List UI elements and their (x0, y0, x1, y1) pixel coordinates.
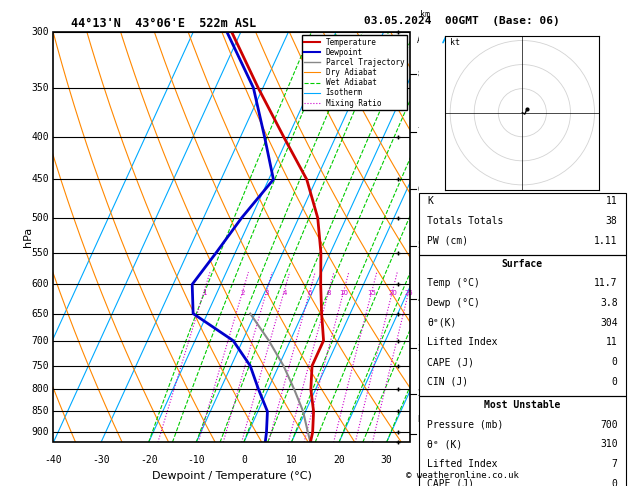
Text: -30: -30 (92, 454, 110, 465)
Text: 450: 450 (31, 174, 49, 185)
Text: 750: 750 (31, 361, 49, 371)
Text: 8: 8 (326, 291, 331, 296)
Text: 550: 550 (31, 248, 49, 258)
Text: Lifted Index: Lifted Index (427, 459, 498, 469)
Text: 8: 8 (418, 69, 423, 79)
Text: 5: 5 (418, 242, 423, 250)
Text: 304: 304 (600, 318, 618, 328)
Text: 7: 7 (418, 127, 423, 137)
Text: 20: 20 (388, 291, 397, 296)
Text: 310: 310 (600, 439, 618, 449)
Text: Surface: Surface (502, 259, 543, 269)
Legend: Temperature, Dewpoint, Parcel Trajectory, Dry Adiabat, Wet Adiabat, Isotherm, Mi: Temperature, Dewpoint, Parcel Trajectory… (302, 35, 406, 110)
Text: Pressure (mb): Pressure (mb) (427, 419, 503, 430)
Text: 10: 10 (340, 291, 348, 296)
Text: θᵉ (K): θᵉ (K) (427, 439, 462, 449)
Text: Totals Totals: Totals Totals (427, 216, 503, 226)
Text: 44°13'N  43°06'E  522m ASL: 44°13'N 43°06'E 522m ASL (71, 17, 256, 30)
Text: CAPE (J): CAPE (J) (427, 357, 474, 367)
Text: K: K (427, 196, 433, 206)
Bar (419, 255, 626, 396)
Text: 800: 800 (31, 384, 49, 394)
Text: 38: 38 (606, 216, 618, 226)
Text: -10: -10 (187, 454, 205, 465)
Text: 30: 30 (381, 454, 392, 465)
Bar (53, 32, 410, 442)
Text: hPa: hPa (23, 227, 33, 247)
Text: 900: 900 (31, 427, 49, 437)
Text: 25: 25 (404, 291, 413, 296)
Text: 400: 400 (31, 132, 49, 141)
Text: Most Unstable: Most Unstable (484, 400, 560, 410)
Text: 300: 300 (31, 27, 49, 36)
Text: 3: 3 (265, 291, 269, 296)
Text: 6: 6 (308, 291, 313, 296)
Text: Dewp (°C): Dewp (°C) (427, 298, 480, 308)
Bar (419, 396, 626, 486)
Text: 0: 0 (611, 357, 618, 367)
Text: 1.11: 1.11 (594, 236, 618, 245)
Text: 650: 650 (31, 309, 49, 319)
Text: Dewpoint / Temperature (°C): Dewpoint / Temperature (°C) (152, 471, 312, 481)
Text: 0: 0 (611, 479, 618, 486)
Text: 600: 600 (31, 279, 49, 289)
Text: Lifted Index: Lifted Index (427, 337, 498, 347)
Text: 15: 15 (367, 291, 377, 296)
Text: 3: 3 (418, 344, 423, 353)
Text: 1: 1 (418, 430, 423, 439)
Text: 11: 11 (606, 337, 618, 347)
Text: 7: 7 (611, 459, 618, 469)
Text: 1: 1 (202, 291, 206, 296)
Text: -20: -20 (140, 454, 157, 465)
Text: 4: 4 (282, 291, 287, 296)
Text: 6: 6 (418, 185, 423, 193)
Text: Temp (°C): Temp (°C) (427, 278, 480, 288)
Text: 3.8: 3.8 (600, 298, 618, 308)
Text: -40: -40 (45, 454, 62, 465)
Text: 700: 700 (600, 419, 618, 430)
Text: 2: 2 (241, 291, 245, 296)
Text: 10: 10 (286, 454, 298, 465)
Text: 2: 2 (418, 389, 423, 399)
Text: CIN (J): CIN (J) (427, 377, 468, 387)
Text: 850: 850 (31, 406, 49, 417)
Text: 03.05.2024  00GMT  (Base: 06): 03.05.2024 00GMT (Base: 06) (364, 16, 560, 26)
Text: 700: 700 (31, 336, 49, 346)
Text: km: km (420, 10, 430, 19)
Text: 0: 0 (241, 454, 247, 465)
Text: 0: 0 (611, 377, 618, 387)
Text: LCL: LCL (418, 416, 431, 424)
Text: 11.7: 11.7 (594, 278, 618, 288)
Text: 20: 20 (333, 454, 345, 465)
Text: 4: 4 (418, 295, 423, 304)
Bar (419, 192, 626, 255)
Text: © weatheronline.co.uk: © weatheronline.co.uk (406, 471, 519, 480)
Text: 500: 500 (31, 213, 49, 223)
Text: ASL: ASL (417, 35, 432, 45)
Text: 350: 350 (31, 83, 49, 93)
Text: PW (cm): PW (cm) (427, 236, 468, 245)
Text: CAPE (J): CAPE (J) (427, 479, 474, 486)
Text: 11: 11 (606, 196, 618, 206)
Text: θᵉ(K): θᵉ(K) (427, 318, 457, 328)
